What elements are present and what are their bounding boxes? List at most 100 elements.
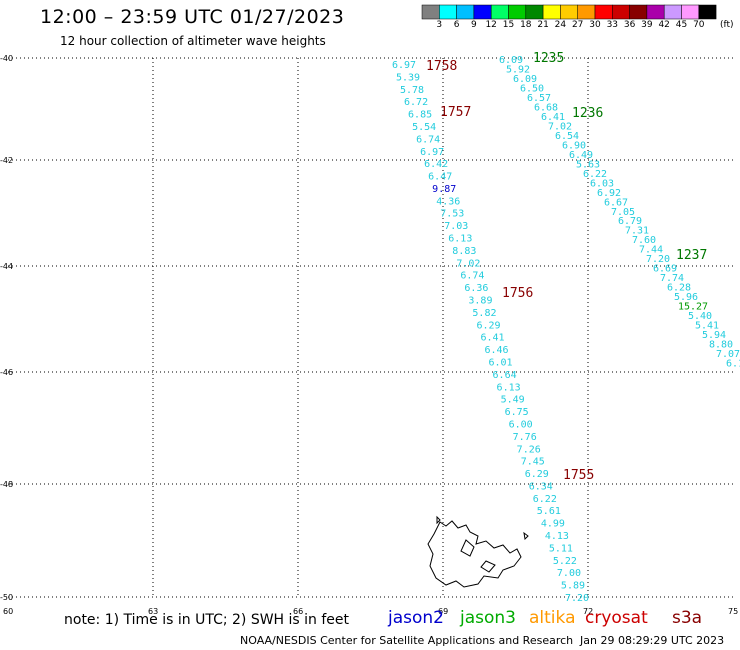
wave-height-value: 6.03 bbox=[590, 178, 614, 189]
wave-height-value: 8.80 bbox=[709, 340, 733, 351]
wave-height-value: 7.02 bbox=[456, 258, 480, 269]
wave-height-value: 5.49 bbox=[501, 395, 525, 406]
latitude-tick-label: -44 bbox=[0, 262, 13, 271]
wave-height-value: 5.92 bbox=[506, 64, 530, 75]
color-scale-swatch bbox=[560, 4, 578, 20]
wave-height-value: 7.60 bbox=[632, 235, 656, 246]
longitude-tick-label: 69 bbox=[438, 607, 448, 616]
color-scale bbox=[421, 4, 717, 20]
color-scale-label: 45 bbox=[675, 20, 688, 30]
wave-height-value: 5.78 bbox=[400, 85, 424, 96]
altimeter-tracks: 6.975.395.786.726.855.546.746.976.426.47… bbox=[392, 51, 740, 604]
wave-height-value: 6.67 bbox=[604, 197, 628, 208]
color-scale-label: 15 bbox=[502, 20, 515, 30]
wave-height-value: 6.50 bbox=[520, 83, 544, 94]
color-scale-label: 33 bbox=[606, 20, 619, 30]
latitude-tick-label: -42 bbox=[0, 156, 13, 165]
wave-height-value: 7.02 bbox=[548, 121, 572, 132]
color-scale-label: 6 bbox=[453, 20, 460, 30]
wave-height-value: 6.29 bbox=[525, 469, 549, 480]
legend-cryosat: cryosat bbox=[585, 608, 648, 628]
color-scale-swatch bbox=[629, 4, 648, 20]
color-scale-label: 36 bbox=[623, 20, 636, 30]
color-scale-label: 27 bbox=[571, 20, 584, 30]
color-scale-label: 12 bbox=[485, 20, 497, 30]
color-scale-swatch bbox=[663, 4, 682, 20]
wave-height-value: 6.72 bbox=[404, 97, 428, 108]
wave-height-value: 6.54 bbox=[555, 131, 579, 142]
legend-jason2: jason2 bbox=[388, 608, 444, 628]
wave-height-value: 5.82 bbox=[472, 308, 496, 319]
wave-height-value: 7.45 bbox=[521, 457, 545, 468]
map-subtitle: 12 hour collection of altimeter wave hei… bbox=[60, 34, 326, 48]
wave-height-value: 6.42 bbox=[424, 159, 448, 170]
wave-height-value: 7.74 bbox=[660, 273, 684, 284]
wave-height-value: 6.00 bbox=[509, 419, 533, 430]
wave-height-value: 6.57 bbox=[527, 93, 551, 104]
wave-height-value: 5.94 bbox=[702, 330, 726, 341]
color-scale-swatch bbox=[439, 4, 457, 20]
wave-height-value: 7.05 bbox=[611, 207, 635, 218]
color-scale-label: 18 bbox=[520, 20, 532, 30]
wave-height-value: 4.13 bbox=[545, 531, 569, 542]
wave-height-value: 6.28 bbox=[667, 283, 691, 294]
wave-height-value: 7.76 bbox=[513, 432, 537, 443]
color-scale-label: 39 bbox=[641, 20, 653, 30]
legend-jason3: jason3 bbox=[460, 608, 516, 628]
wave-height-value: 7.53 bbox=[440, 209, 464, 220]
wave-height-value: 7.03 bbox=[444, 221, 468, 232]
color-scale-swatch bbox=[698, 4, 717, 20]
color-scale-swatch bbox=[612, 4, 630, 20]
wave-height-value: 9.87 bbox=[432, 184, 456, 195]
footer-credit: NOAA/NESDIS Center for Satellite Applica… bbox=[240, 634, 574, 647]
longitude-tick-label: 75 bbox=[728, 607, 738, 616]
wave-height-value: 6.09 bbox=[513, 74, 537, 85]
color-scale-label: 21 bbox=[537, 20, 549, 30]
wave-height-value: 6.69 bbox=[653, 264, 677, 275]
wave-height-value: 8.83 bbox=[452, 246, 476, 257]
wave-height-value: 3.89 bbox=[468, 296, 492, 307]
map-grid: 60 63 66 69 72 75 -40 -42 -44 -46 -48 -50 bbox=[0, 54, 738, 616]
kerguelen-islands-coastline bbox=[427, 515, 529, 588]
longitude-tick-label: 60 bbox=[3, 607, 13, 616]
wave-height-value: 6.1 bbox=[726, 359, 740, 370]
color-scale-swatch bbox=[542, 4, 561, 20]
wave-height-value: 6.92 bbox=[597, 188, 621, 199]
wave-height-value: 6.41 bbox=[480, 333, 504, 344]
wave-height-value: 6.22 bbox=[533, 494, 557, 505]
wave-height-value: 4.36 bbox=[436, 196, 460, 207]
wave-height-value: 6.97 bbox=[392, 60, 416, 71]
track-time-label: 1237 bbox=[676, 248, 707, 263]
color-scale-swatch bbox=[525, 4, 544, 20]
color-scale-unit: (ft) bbox=[720, 20, 734, 30]
wave-height-value: 5.89 bbox=[561, 581, 585, 592]
wave-height-value: 6.36 bbox=[464, 283, 488, 294]
legend-s3a: s3a bbox=[672, 608, 703, 628]
color-scale-label: 70 bbox=[693, 20, 705, 30]
longitude-tick-label: 66 bbox=[293, 607, 303, 616]
wave-height-value: 7.20 bbox=[565, 593, 589, 604]
latitude-tick-label: -50 bbox=[0, 593, 13, 602]
wave-height-value: 7.20 bbox=[646, 254, 670, 265]
wave-height-value: 6.41 bbox=[541, 112, 565, 123]
wave-height-value: 6.64 bbox=[493, 370, 517, 381]
wave-height-value: 15.27 bbox=[678, 302, 708, 313]
latitude-tick-label: -40 bbox=[0, 54, 13, 63]
wave-height-value: 6.49 bbox=[569, 150, 593, 161]
color-scale-swatch bbox=[473, 4, 492, 20]
wave-height-value: 6.22 bbox=[583, 169, 607, 180]
wave-height-value: 6.13 bbox=[497, 382, 521, 393]
wave-height-value: 7.44 bbox=[639, 245, 663, 256]
color-scale-swatch bbox=[646, 4, 665, 20]
track-time-label: 1757 bbox=[440, 105, 471, 120]
wave-height-value: 7.31 bbox=[625, 226, 649, 237]
wave-height-value: 7.00 bbox=[557, 568, 581, 579]
wave-height-value: 4.99 bbox=[541, 519, 565, 530]
wave-height-value: 5.11 bbox=[549, 543, 573, 554]
track-time-label: 1756 bbox=[502, 286, 533, 301]
wave-height-value: 6.85 bbox=[408, 110, 432, 121]
color-scale-label: 24 bbox=[554, 20, 567, 30]
longitude-tick-label: 72 bbox=[583, 607, 593, 616]
